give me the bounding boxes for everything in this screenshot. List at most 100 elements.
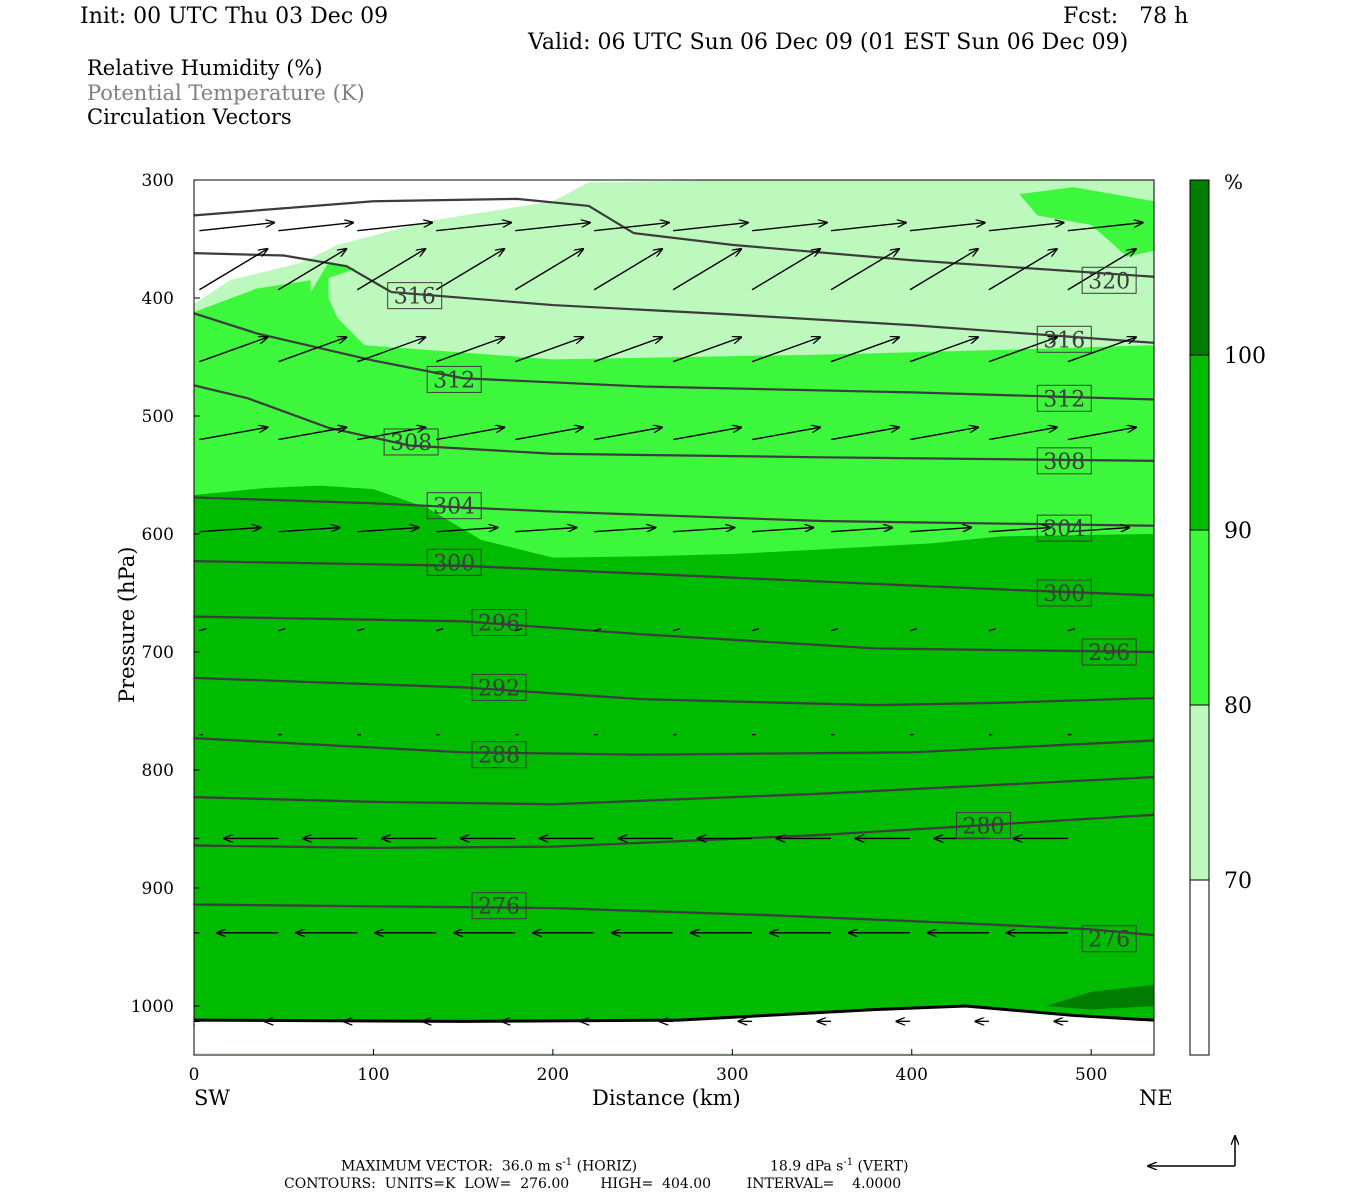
vector-arrow [594,223,669,232]
theta-contour-284 [194,775,1154,806]
rh-region-80-90 [1019,187,1154,257]
vector-arrow [830,249,899,291]
contour-label-text: 276 [1088,928,1130,953]
vector-arrow [909,427,978,441]
contour-label-text: 316 [394,285,436,310]
vector-arrow [515,528,576,533]
vector-arrow [672,427,741,441]
y-tick-label: 800 [142,761,174,781]
x-tick-label: 500 [1075,1065,1107,1085]
vector-arrow [594,528,655,533]
vector-arrow [435,249,504,291]
init-time: Init: 00 UTC Thu 03 Dec 09 [80,4,389,29]
rh-region-90-100 [194,485,1154,1054]
contour-label-300: 300 [1036,579,1092,607]
vector-arrow [436,337,504,363]
y-tick-label: 500 [142,407,174,427]
contour-label-308: 308 [383,428,439,456]
vector-arrow [436,528,497,533]
vector-arrow [830,427,899,441]
x-tick-label: 100 [357,1065,389,1085]
vector-arrow [751,427,820,441]
theta-contour-292 [194,676,1154,707]
colorbar-segment [1190,180,1209,355]
terrain-line [194,1004,1154,1023]
contour-label-text: 304 [1043,517,1085,542]
vector-arrow [514,249,583,291]
contour-label-text: 288 [478,744,520,769]
vector-arrow [515,223,590,232]
y-tick-label: 400 [142,289,174,309]
vector-arrow [278,528,339,533]
vector-arrow [278,628,286,632]
contour-label-296: 296 [471,609,527,637]
x-tick-label: 200 [537,1065,569,1085]
below-ground [194,1006,1154,1054]
contour-label-text: 276 [478,895,520,920]
vector-arrow [909,628,917,632]
y-tick-label: 300 [142,171,174,191]
vector-arrow [277,249,346,291]
colorbar-label: 70 [1224,869,1252,894]
theta-contour-288 [194,737,1154,756]
contour-label-text: 296 [1088,641,1130,666]
vector-arrow [593,337,662,363]
contour-label-text: 300 [433,551,475,576]
contour-label-text: 320 [1088,269,1130,294]
contour-label-316: 316 [1036,325,1092,353]
contour-label-288: 288 [471,741,527,769]
plot-frame [193,179,1155,1056]
contour-label-292: 292 [471,673,527,701]
vector-arrow [1067,528,1129,533]
colorbar-label: 90 [1224,519,1252,544]
theta-contour-308 [194,384,1154,462]
contour-label-text: 312 [1043,387,1085,412]
vector-arrow [751,249,820,291]
vector-arrow [436,223,511,232]
vector-arrow [593,628,602,632]
y-tick-label: 900 [142,879,174,899]
vector-arrow [515,427,583,441]
y-tick-label: 700 [142,643,174,663]
vector-arrow [830,628,839,632]
vector-arrow [672,337,741,363]
vector-arrow [278,223,353,232]
vector-arrow [199,223,274,232]
vector-arrow [988,223,1064,232]
vector-arrow [199,337,267,363]
contour-label-312: 312 [426,365,482,393]
legend-vectors: Circulation Vectors [87,105,292,129]
vector-arrow [830,528,892,533]
footer-contours: CONTOURS: UNITS=K LOW= 276.00 HIGH= 404.… [284,1176,902,1192]
vector-arrow [357,337,425,363]
legend-theta: Potential Temperature (K) [87,81,365,105]
vector-arrow [988,427,1057,441]
theta-contour-316 [194,252,1154,344]
x-tick-label: 0 [189,1065,200,1085]
vector-arrow [751,223,827,232]
contour-label-text: 280 [963,814,1005,839]
theta-contours [194,197,1154,937]
theta-contour-296 [194,615,1154,654]
contour-label-text: 304 [433,495,475,520]
axis-ticks: 300 400 500 600 700 800 900 1000 0 100 200 300 400 50… [131,171,1108,1085]
contour-label-text: 300 [1043,582,1085,607]
vector-arrow [356,249,425,291]
forecast-hour: Fcst: 78 h [1063,4,1189,29]
vector-arrow [357,528,418,533]
contour-label-308: 308 [1036,447,1092,475]
contour-label-276: 276 [471,892,527,920]
contour-label-text: 308 [1043,450,1085,475]
contour-label-296: 296 [1081,638,1137,666]
vector-arrow [357,628,365,632]
contour-label-304: 304 [1036,514,1092,542]
contour-label-300: 300 [426,548,482,576]
theta-contour-276 [194,903,1154,937]
vector-arrow [1067,337,1136,363]
vector-arrow [1067,223,1143,232]
x-end-right: NE [1139,1086,1173,1110]
x-tick-label: 400 [896,1065,928,1085]
contour-label-text: 292 [478,676,520,701]
vector-arrow [593,249,662,291]
